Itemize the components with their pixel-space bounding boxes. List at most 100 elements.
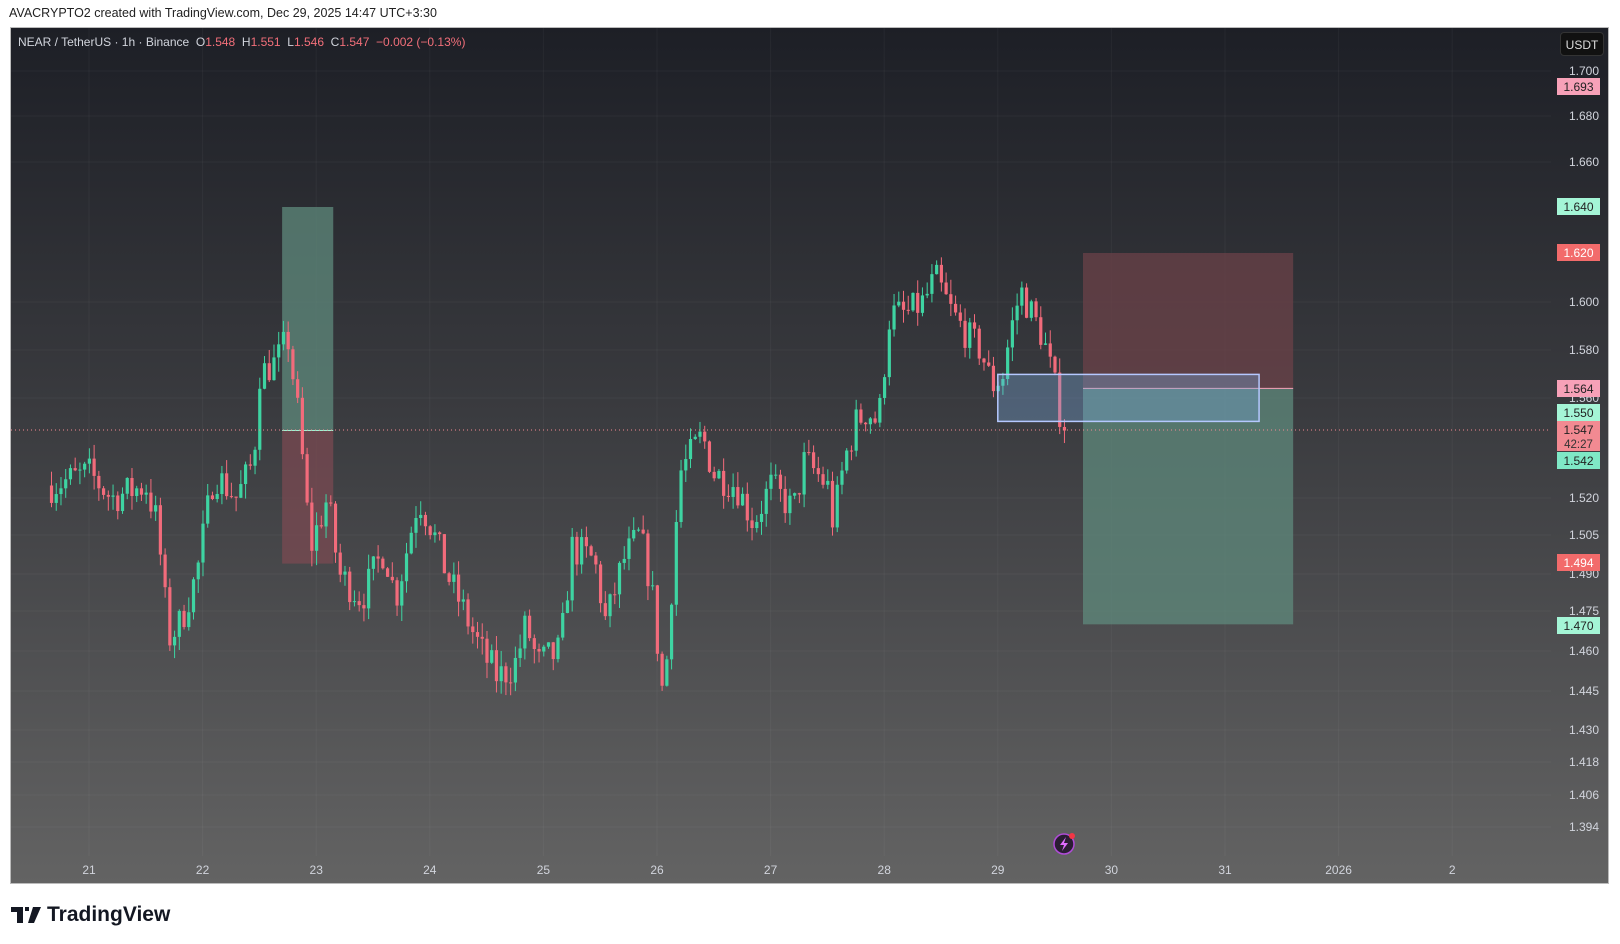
tradingview-logo-icon (11, 907, 41, 923)
price-badge (1557, 452, 1600, 469)
candle-body (300, 397, 304, 455)
candle-body (419, 514, 423, 519)
candle-body (906, 309, 910, 311)
price-badge (1557, 78, 1600, 95)
candle-body (504, 666, 508, 683)
candle-body (598, 564, 603, 604)
candle-body (759, 513, 764, 522)
high-value: 1.551 (250, 35, 281, 49)
candle-body (262, 363, 267, 389)
candle-body (461, 599, 465, 602)
price-badge (1557, 554, 1600, 571)
time-tick-label: 28 (878, 863, 892, 877)
candle-body (1010, 320, 1014, 348)
candle-body (362, 605, 366, 609)
price-tick-label: 1.430 (1569, 723, 1599, 737)
price-tick-label: 1.600 (1569, 295, 1599, 309)
attribution-text: AVACRYPTO2 created with TradingView.com,… (9, 6, 437, 20)
low-label: L (287, 35, 294, 49)
close-label: C (330, 35, 340, 49)
candle-body (589, 546, 593, 556)
price-badge-label: 1.693 (1563, 80, 1593, 94)
candle-body (423, 514, 428, 527)
candle-body (963, 320, 967, 348)
candle-body (471, 626, 475, 633)
candle-body (191, 579, 196, 613)
candle-body (845, 450, 849, 471)
symbol-name[interactable]: NEAR / TetherUS · 1h · Binance (18, 35, 190, 49)
candle-body (636, 529, 641, 531)
open-label: O (195, 35, 206, 49)
candle-body (537, 649, 541, 652)
price-tick-label: 1.680 (1569, 109, 1599, 123)
candle-body (646, 533, 650, 587)
candle-body (158, 505, 162, 555)
candle-body (352, 601, 357, 603)
brand-name: TradingView (47, 903, 171, 926)
candle-body (930, 274, 934, 294)
candle-body (1006, 347, 1010, 379)
price-tick-label: 1.520 (1569, 491, 1599, 505)
candle-body (892, 305, 896, 330)
candle-body (575, 536, 579, 565)
candle-body (438, 532, 442, 535)
candle-body (64, 479, 68, 489)
candle-body (404, 553, 409, 582)
candle-body (428, 526, 432, 536)
candle-body (139, 488, 144, 495)
price-tick-label: 1.660 (1569, 155, 1599, 169)
candle-body (717, 470, 721, 479)
candle-body (513, 657, 517, 683)
candle-body (400, 581, 404, 606)
candle-body (196, 562, 200, 580)
candle-body (210, 495, 215, 500)
price-tick-label: 1.445 (1569, 684, 1599, 698)
candle-body (201, 523, 205, 563)
price-badge-label: 1.550 (1563, 406, 1593, 420)
candle-body (220, 473, 224, 494)
price-badge-label: 1.564 (1563, 382, 1593, 396)
price-tick-label: 1.505 (1569, 528, 1599, 542)
candle-body (277, 344, 281, 358)
candle-body (859, 409, 863, 423)
candle-body (736, 487, 740, 506)
candle-body (707, 441, 712, 472)
candle-body (414, 518, 418, 533)
candle-body (120, 493, 125, 512)
candle-body (447, 573, 451, 582)
candle-body (665, 659, 669, 686)
candle-body (532, 638, 536, 650)
candle-body (135, 488, 139, 497)
candle-body (338, 552, 342, 575)
candle-body (490, 650, 494, 663)
countdown-label: 42:27 (1564, 439, 1593, 451)
candle-body (333, 503, 338, 553)
candle-body (991, 365, 996, 392)
candle-body (622, 558, 626, 563)
currency-button[interactable]: USDT (1560, 32, 1604, 56)
tradingview-logo[interactable]: TradingView (11, 903, 170, 927)
candle-body (243, 464, 248, 485)
chart-frame[interactable] (10, 27, 1609, 884)
candle-body (755, 521, 759, 529)
candle-body (97, 475, 101, 489)
candle-body (551, 642, 555, 660)
plot-area (11, 28, 1551, 856)
price-badge-label: 1.494 (1563, 556, 1593, 570)
candle-body (49, 485, 54, 503)
candle-body (1034, 301, 1038, 318)
candle-body (1062, 426, 1067, 431)
candle-body (518, 648, 522, 658)
candle-body (1039, 317, 1043, 345)
candle-body (314, 525, 319, 551)
candle-body (296, 379, 300, 398)
candle-body (390, 576, 394, 581)
time-tick-label: 2026 (1325, 863, 1352, 877)
candle-body (835, 484, 839, 528)
time-tick-label: 25 (537, 863, 551, 877)
candle-body (348, 571, 352, 603)
candle-body (54, 494, 58, 503)
price-badge (1557, 244, 1600, 261)
price-badge-label: 1.640 (1563, 200, 1593, 214)
